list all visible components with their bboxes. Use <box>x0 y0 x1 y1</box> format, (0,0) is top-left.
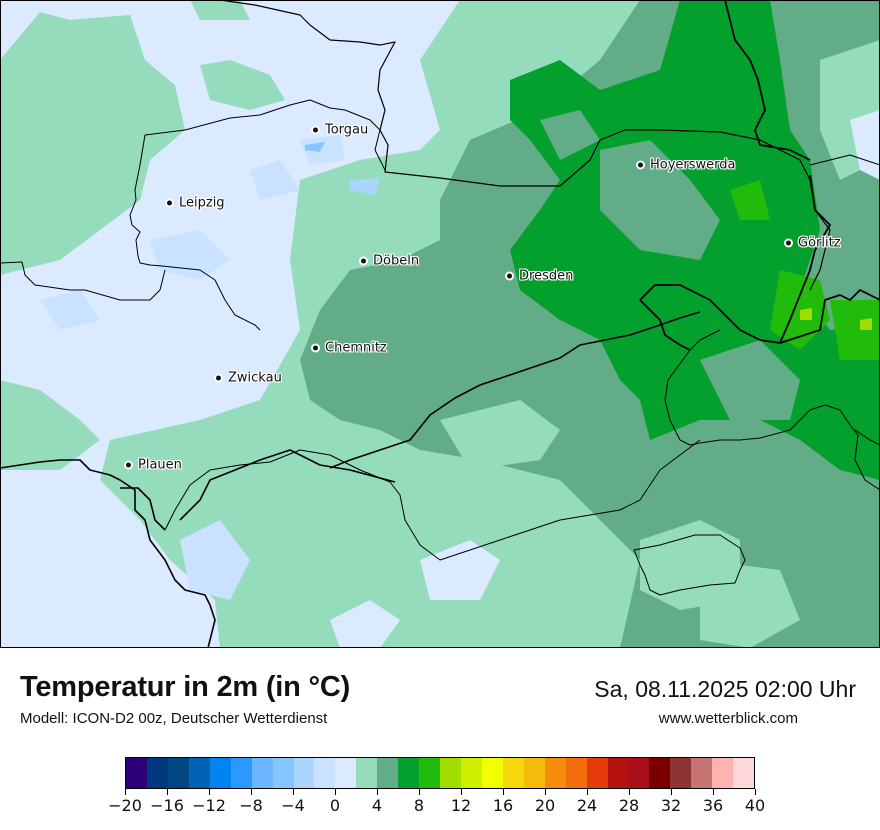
tick-mark <box>502 789 504 795</box>
colorbar-segment <box>733 758 755 788</box>
colorbar-segment <box>502 758 524 788</box>
borders <box>0 0 880 648</box>
tick-mark <box>166 789 168 795</box>
city-marker-icon <box>167 200 172 206</box>
tick-mark <box>208 789 210 795</box>
tick-mark <box>124 789 126 795</box>
city-marker-icon <box>507 273 512 279</box>
tick-mark <box>376 789 378 795</box>
colorbar-segment <box>356 758 378 788</box>
tick-label: 20 <box>534 796 556 815</box>
tick-label: 12 <box>450 796 472 815</box>
city-goerlitz: Görlitz <box>786 236 841 251</box>
colorbar-segment <box>377 758 399 788</box>
colorbar-segment <box>188 758 210 788</box>
colorbar-segment <box>440 758 461 788</box>
colorbar-segment <box>670 758 692 788</box>
tick-mark <box>544 789 546 795</box>
tick-mark <box>250 789 252 795</box>
website-credit: www.wetterblick.com <box>658 710 798 727</box>
model-info: Modell: ICON-D2 00z, Deutscher Wetterdie… <box>20 710 328 727</box>
tick-label: 24 <box>576 796 598 815</box>
colorbar-segment <box>628 758 650 788</box>
city-marker-icon <box>361 258 366 264</box>
colorbar-segment <box>335 758 357 788</box>
colorbar-segment <box>481 758 503 788</box>
colorbar-segment <box>251 758 273 788</box>
colorbar-segment <box>523 758 545 788</box>
tick-label: 16 <box>492 796 514 815</box>
colorbar-segment <box>649 758 671 788</box>
city-marker-icon <box>126 462 131 468</box>
colorbar-segment <box>419 758 441 788</box>
tick-label: 4 <box>371 796 383 815</box>
colorbar-segment <box>565 758 587 788</box>
tick-label: −20 <box>108 796 142 815</box>
city-chemnitz: Chemnitz <box>313 341 387 356</box>
colorbar-segment <box>314 758 336 788</box>
map-title: Temperatur in 2m (in °C) <box>20 671 351 703</box>
colorbar-segment <box>126 758 147 788</box>
colorbar-segment <box>209 758 231 788</box>
tick-label: 0 <box>329 796 341 815</box>
city-marker-icon <box>313 345 318 351</box>
colorbar-ticks: −20 −16 −12 −8 −4 0 4 8 12 16 20 24 28 32 36 40 <box>108 789 765 819</box>
colorbar-segment <box>272 758 294 788</box>
colorbar-segment <box>586 758 608 788</box>
tick-mark <box>586 789 588 795</box>
tick-mark <box>292 789 294 795</box>
tick-mark <box>628 789 630 795</box>
tick-mark <box>334 789 336 795</box>
tick-mark <box>418 789 420 795</box>
colorbar-segment <box>167 758 189 788</box>
tick-mark <box>670 789 672 795</box>
city-leipzig: Leipzig <box>167 196 225 211</box>
colorbar-segment <box>230 758 252 788</box>
tick-label: −8 <box>239 796 263 815</box>
colorbar-segment <box>607 758 629 788</box>
city-marker-icon <box>786 240 791 246</box>
colorbar-segment <box>691 758 713 788</box>
valid-datetime: Sa, 08.11.2025 02:00 Uhr <box>594 676 856 702</box>
city-marker-icon <box>313 127 318 133</box>
city-plauen: Plauen <box>126 458 182 473</box>
temperature-colorbar <box>125 757 755 789</box>
tick-label: −4 <box>281 796 305 815</box>
tick-mark <box>460 789 462 795</box>
tick-label: 32 <box>660 796 682 815</box>
colorbar-segment <box>544 758 566 788</box>
city-hoyerswerda: Hoyerswerda <box>638 158 736 173</box>
city-marker-icon <box>216 375 221 381</box>
colorbar-segment <box>293 758 315 788</box>
tick-mark <box>754 789 756 795</box>
city-marker-icon <box>638 162 643 168</box>
city-dresden: Dresden <box>507 269 573 284</box>
city-doebeln: Döbeln <box>361 254 419 269</box>
colorbar-segment <box>146 758 168 788</box>
tick-label: 28 <box>618 796 640 815</box>
tick-label: 40 <box>744 796 766 815</box>
temperature-field <box>0 0 880 648</box>
tick-label: 36 <box>702 796 724 815</box>
colorbar-segment <box>712 758 734 788</box>
tick-label: −16 <box>150 796 184 815</box>
tick-mark <box>712 789 714 795</box>
city-torgau: Torgau <box>313 123 368 138</box>
temperature-map: Torgau Leipzig Hoyerswerda Görlitz Döbel… <box>0 0 880 648</box>
tick-label: −12 <box>192 796 226 815</box>
colorbar-segment <box>398 758 420 788</box>
colorbar-segment <box>461 758 482 788</box>
city-zwickau: Zwickau <box>216 371 282 386</box>
tick-label: 8 <box>413 796 425 815</box>
